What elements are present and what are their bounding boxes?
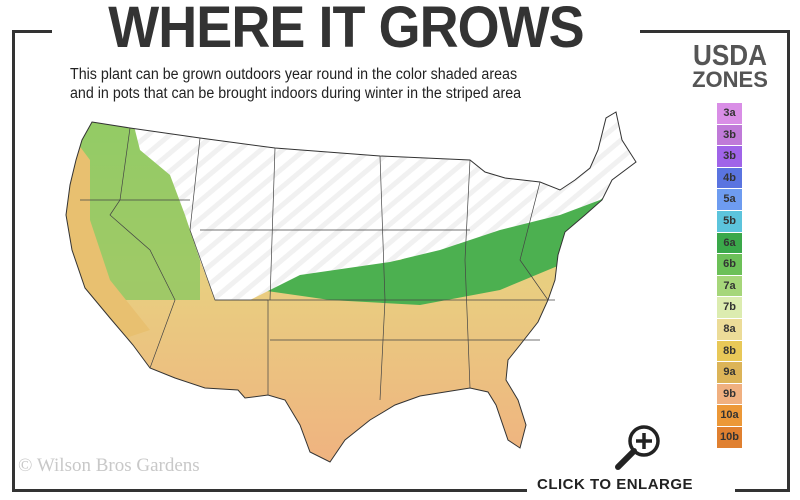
legend-zone-5b: 5b <box>717 210 742 232</box>
state-borders <box>80 127 555 401</box>
frame-top-left <box>12 30 52 33</box>
legend-zone-7b: 7b <box>717 297 742 318</box>
legend-title-line-2: ZONES <box>692 67 768 92</box>
subtitle-line-2: and in pots that can be brought indoors … <box>70 85 522 102</box>
legend-zone-7a: 7a <box>717 275 742 297</box>
legend-zone-6a: 6a <box>717 232 742 254</box>
us-outline <box>65 111 637 463</box>
magnifier-plus-icon[interactable] <box>610 422 666 474</box>
frame-bottom-left <box>12 489 527 492</box>
legend-zone-6b: 6b <box>717 254 742 275</box>
usda-zone-legend: 3a 3b 3b 4b 5a 5b 6a 6b 7a 7b 8a 8b 9a 9b 10a 10b <box>717 103 742 449</box>
page-title: WHERE IT GROWS <box>108 0 584 60</box>
legend-zone-8b: 8b <box>717 340 742 362</box>
legend-zone-5a: 5a <box>717 189 742 210</box>
legend-zone-10b: 10b <box>717 426 742 448</box>
click-to-enlarge-button[interactable]: CLICK TO ENLARGE <box>537 476 694 493</box>
legend-zone-3b: 3b <box>717 146 742 167</box>
legend-title-line-1: USDA <box>693 40 767 72</box>
legend-zone-10a: 10a <box>717 405 742 426</box>
legend-zone-9a: 9a <box>717 362 742 383</box>
subtitle-line-1: This plant can be grown outdoors year ro… <box>70 66 518 83</box>
legend-title: USDA ZONES <box>670 40 790 92</box>
copyright-watermark: © Wilson Bros Gardens <box>18 455 200 476</box>
legend-zone-4b: 4b <box>717 167 742 189</box>
subtitle: This plant can be grown outdoors year ro… <box>70 65 585 103</box>
frame-bottom-right <box>735 489 790 492</box>
frame-right <box>787 30 790 492</box>
legend-zone-3b: 3b <box>717 124 742 146</box>
legend-zone-3a: 3a <box>717 103 742 124</box>
frame-left <box>12 30 15 492</box>
legend-zone-9b: 9b <box>717 383 742 405</box>
frame-top-right <box>640 30 790 33</box>
legend-zone-8a: 8a <box>717 318 742 340</box>
